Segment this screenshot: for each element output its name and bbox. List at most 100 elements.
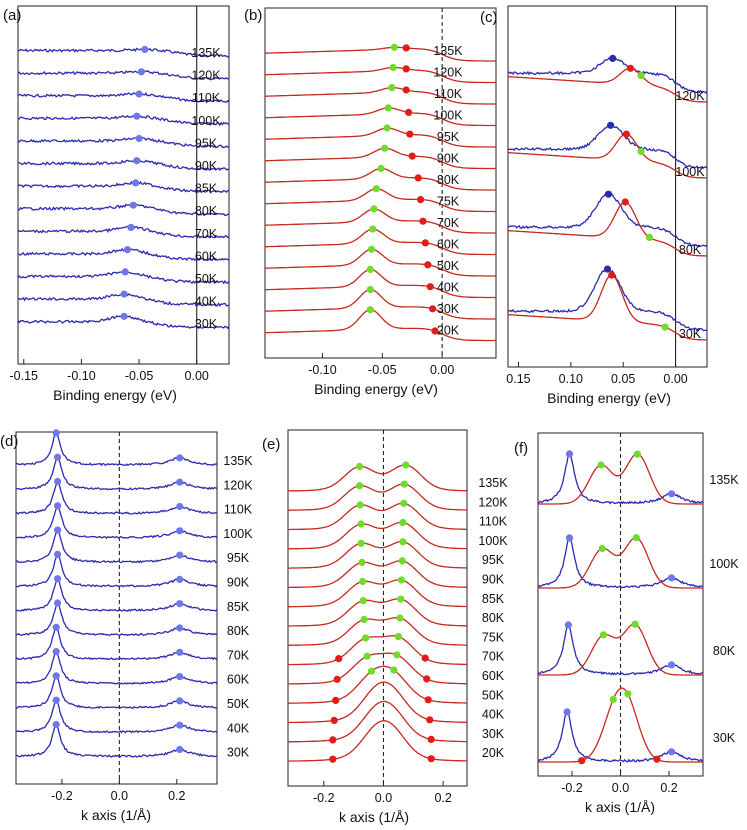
panel-b-tick-label: -0.05 (368, 363, 397, 377)
panel-e-green-marker-100K (399, 518, 407, 527)
panel-e-temp-label: 40K (482, 708, 505, 722)
panel-d-right-marker-90K (176, 575, 184, 584)
panel-b-temp-label: 90K (437, 152, 460, 166)
frames-layer (15, 5, 708, 787)
panel-e-green-marker-50K (367, 667, 376, 675)
panel-a-tick-label: 0.00 (185, 369, 209, 383)
panel-f-tick-label: 0.2 (660, 781, 677, 795)
panel-b-tick-label: -0.10 (308, 363, 337, 377)
panel-c-red-curve-30K (507, 274, 707, 341)
panel-c-red-marker-30K (608, 271, 616, 279)
panel-c-blue-curve-120K (507, 56, 708, 94)
panel-e-temp-label: 70K (482, 650, 505, 664)
panel-d-left-marker-60K (52, 648, 60, 656)
panel-e-label: (e) (262, 436, 280, 453)
panel-a-peak-marker-85K (132, 179, 140, 187)
panel-d-curve-60K (15, 649, 218, 685)
panel-e-green-marker-90K (358, 558, 366, 567)
panel-d-temp-label: 30K (227, 746, 250, 760)
panel-f-blue-curve-135K (537, 452, 704, 505)
panel-f-red-marker-30K (653, 755, 661, 763)
panel-a-temp-label: 60K (195, 249, 218, 263)
panel-e-curve-75K (288, 617, 467, 646)
panel-b-curve-135K (265, 46, 496, 62)
panel-e-red-marker-70K (335, 655, 343, 663)
panel-e-temp-label: 120K (478, 495, 508, 509)
panel-e-x-axis-label: k axis (1/Å) (339, 809, 409, 825)
panel-e-temp-label: 60K (482, 669, 505, 683)
panel-e-temp-label: 110K (479, 515, 508, 529)
panel-c-green-marker-120K (637, 71, 645, 79)
panel-d-left-marker-80K (54, 599, 62, 607)
panel-e-green-marker-110K (400, 499, 408, 507)
panel-f-red-curve-30K (538, 687, 703, 763)
panel-b-red-marker-90K (408, 152, 416, 160)
panel-c-tick-label: 0.05 (611, 372, 635, 386)
panel-d-right-marker-85K (176, 600, 184, 608)
panel-d-tick-label: 0.0 (111, 789, 128, 803)
panel-b-curve-50K (265, 248, 496, 277)
panel-e-red-marker-60K (333, 675, 341, 683)
panel-d-left-marker-30K (52, 720, 60, 729)
panel-b-curve-120K (265, 66, 496, 84)
panel-e-curve-85K (288, 579, 467, 608)
panel-d-right-marker-50K (176, 697, 184, 705)
panel-d-curve-70K (15, 625, 218, 661)
panel-e-temp-label: 135K (478, 476, 508, 490)
panel-d-left-marker-135K (52, 429, 60, 437)
panel-e-green-marker-80K (359, 597, 367, 605)
panel-a-peak-marker-50K (121, 268, 129, 276)
panel-b-temp-label: 120K (433, 66, 463, 80)
panel-b-curve-75K (265, 188, 496, 213)
panel-c-blue-marker-120K (609, 54, 617, 63)
panel-c-label: (c) (480, 9, 498, 26)
panel-e-green-marker-95K (357, 539, 365, 547)
panel-b-temp-label: 95K (437, 130, 460, 144)
panel-e-green-marker-100K (357, 520, 365, 528)
panel-d-curve-120K (15, 455, 218, 491)
panel-d-right-marker-135K (176, 454, 184, 462)
panel-b-temp-label: 40K (437, 281, 460, 295)
panel-e-temp-label: 75K (482, 630, 505, 644)
panel-b-label: (b) (244, 7, 262, 24)
panel-b-temp-label: 110K (434, 87, 463, 101)
panel-f-blue-right-marker-135K (667, 490, 676, 498)
panel-a-curve-80K (17, 203, 230, 217)
panel-e-green-marker-60K (393, 651, 401, 659)
panel-c-x-axis-label: Binding energy (eV) (547, 390, 671, 406)
panel-b-curve-60K (265, 228, 496, 256)
panel-c-frame (507, 5, 708, 368)
panel-d-curve-30K (15, 722, 218, 758)
panel-c-temp-label: 100K (675, 165, 705, 179)
panel-e-curve-50K (288, 665, 467, 704)
panel-d-x-axis-label: k axis (1/Å) (81, 807, 151, 823)
panel-a-peak-marker-100K (133, 112, 141, 120)
panel-b-curve-20K (265, 309, 496, 342)
panel-b-frame (264, 7, 497, 359)
panel-a-tick-label: -0.15 (10, 369, 39, 383)
panel-d-temp-label: 110K (224, 503, 253, 517)
panel-b-green-marker-120K (389, 63, 397, 72)
panel-a-peak-marker-90K (133, 157, 141, 165)
panel-f-temp-label: 80K (713, 644, 736, 658)
panel-e-green-marker-120K (400, 480, 408, 488)
panel-d-temp-label: 90K (227, 576, 250, 590)
panel-e-green-marker-70K (362, 634, 370, 642)
panel-b-red-marker-135K (402, 44, 410, 52)
panel-a-temp-label: 40K (195, 295, 218, 309)
panel-e-green-marker-75K (396, 614, 404, 622)
panel-d-temp-label: 40K (227, 721, 250, 735)
panel-e-temp-label: 20K (482, 746, 505, 760)
panel-f-green-marker-135K (597, 461, 605, 469)
panel-b-curve-90K (265, 147, 496, 170)
panel-a-temp-label: 85K (195, 182, 218, 196)
panel-f-red-curve-100K (538, 537, 703, 589)
panel-a-peak-marker-70K (127, 223, 135, 231)
panel-e-curve-110K (288, 502, 467, 531)
panel-b-green-marker-135K (390, 43, 398, 51)
panel-c-red-curve-80K (507, 201, 707, 257)
panel-d-curve-50K (15, 675, 218, 710)
panel-c-blue-marker-100K (607, 121, 615, 129)
panel-b-temp-label: 20K (437, 324, 460, 338)
